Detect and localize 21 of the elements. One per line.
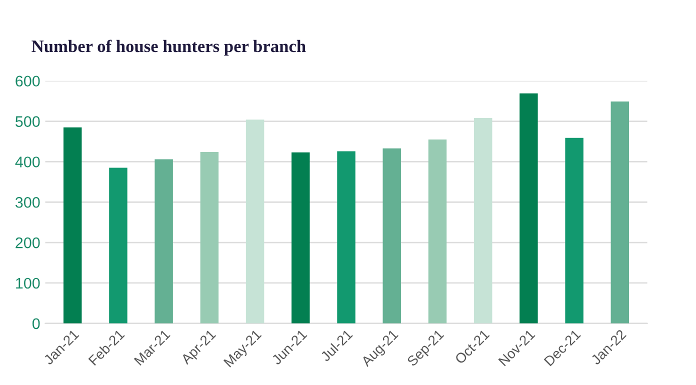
bar bbox=[382, 148, 401, 324]
bar bbox=[610, 101, 630, 324]
bar bbox=[520, 93, 538, 324]
y-tick-label: 100 bbox=[16, 278, 40, 289]
bar bbox=[292, 152, 310, 324]
y-tick-label: 300 bbox=[15, 196, 40, 208]
y-tick-label: 0 bbox=[32, 318, 40, 330]
bar bbox=[337, 151, 356, 324]
bar bbox=[63, 127, 82, 324]
y-tick-label: 500 bbox=[16, 116, 40, 127]
bar bbox=[428, 139, 447, 324]
chart-title: Number of house hunters per branch bbox=[32, 40, 306, 56]
bar bbox=[246, 120, 264, 324]
bar bbox=[200, 152, 219, 324]
bar bbox=[565, 138, 584, 324]
y-tick-label: 600 bbox=[16, 76, 40, 87]
y-tick-label: 400 bbox=[15, 156, 40, 168]
bar bbox=[109, 168, 128, 324]
bar bbox=[154, 159, 173, 324]
bar bbox=[474, 118, 492, 324]
y-tick-label: 200 bbox=[16, 237, 40, 248]
